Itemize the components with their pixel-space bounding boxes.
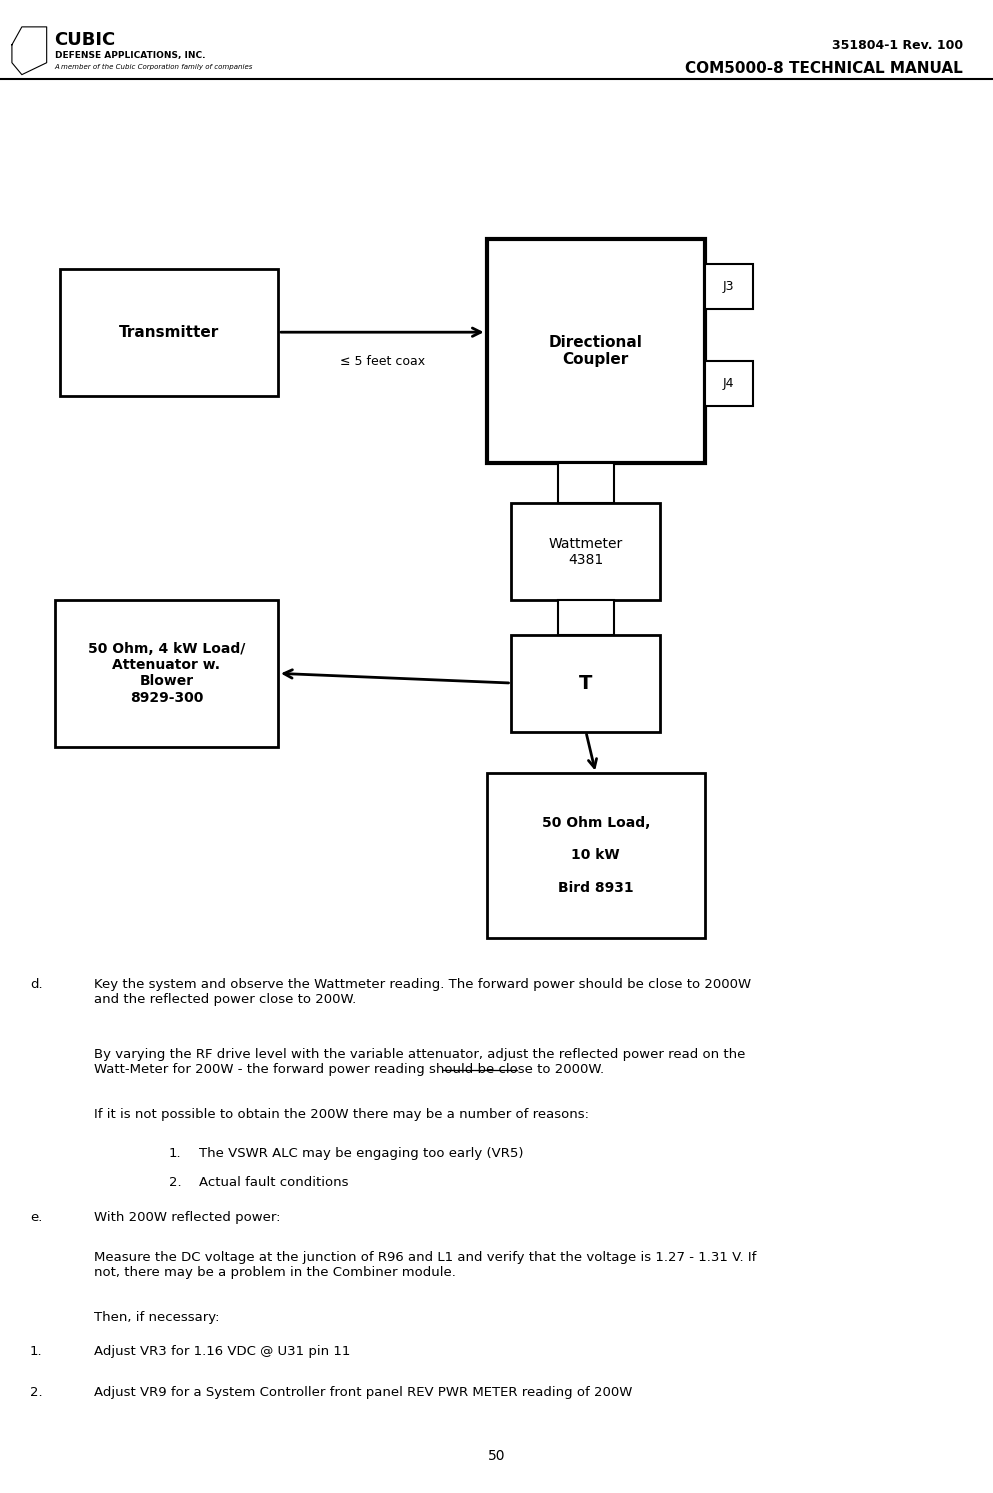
Text: With 200W reflected power:: With 200W reflected power: xyxy=(94,1211,281,1224)
Text: 1.: 1. xyxy=(169,1147,182,1160)
Bar xyxy=(487,773,705,938)
Bar xyxy=(487,239,705,463)
Text: Adjust VR3 for 1.16 VDC @ U31 pin 11: Adjust VR3 for 1.16 VDC @ U31 pin 11 xyxy=(94,1345,351,1359)
Text: J3: J3 xyxy=(723,281,735,293)
Bar xyxy=(558,600,614,635)
Text: 50: 50 xyxy=(488,1448,505,1463)
Text: ≤ 5 feet coax: ≤ 5 feet coax xyxy=(340,355,425,367)
Text: If it is not possible to obtain the 200W there may be a number of reasons:: If it is not possible to obtain the 200W… xyxy=(94,1108,589,1121)
Text: Transmitter: Transmitter xyxy=(119,324,218,340)
Bar xyxy=(705,264,753,309)
Text: d.: d. xyxy=(30,978,43,991)
Text: Adjust VR9 for a System Controller front panel REV PWR METER reading of 200W: Adjust VR9 for a System Controller front… xyxy=(94,1386,633,1399)
Text: Measure the DC voltage at the junction of R96 and L1 and verify that the voltage: Measure the DC voltage at the junction o… xyxy=(94,1251,757,1280)
Text: CUBIC: CUBIC xyxy=(55,31,116,49)
Bar xyxy=(511,503,660,600)
Bar xyxy=(60,269,278,396)
Text: The VSWR ALC may be engaging too early (VR5): The VSWR ALC may be engaging too early (… xyxy=(199,1147,523,1160)
Text: Wattmeter
4381: Wattmeter 4381 xyxy=(549,536,623,567)
Text: A member of the Cubic Corporation family of companies: A member of the Cubic Corporation family… xyxy=(55,64,253,70)
Text: T: T xyxy=(579,673,593,693)
Bar xyxy=(558,463,614,503)
Text: COM5000-8 TECHNICAL MANUAL: COM5000-8 TECHNICAL MANUAL xyxy=(685,61,963,76)
Text: 50 Ohm, 4 kW Load/
Attenuator w.
Blower
8929-300: 50 Ohm, 4 kW Load/ Attenuator w. Blower … xyxy=(87,642,245,705)
Text: J4: J4 xyxy=(723,378,735,390)
Text: By varying the RF drive level with the variable attenuator, adjust the reflected: By varying the RF drive level with the v… xyxy=(94,1048,746,1076)
Text: e.: e. xyxy=(30,1211,42,1224)
Text: Key the system and observe the Wattmeter reading. The forward power should be cl: Key the system and observe the Wattmeter… xyxy=(94,978,752,1006)
Text: 50 Ohm Load,

10 kW

Bird 8931: 50 Ohm Load, 10 kW Bird 8931 xyxy=(541,817,650,894)
Text: 351804-1 Rev. 100: 351804-1 Rev. 100 xyxy=(832,39,963,52)
Bar xyxy=(511,635,660,732)
Bar xyxy=(705,361,753,406)
Text: DEFENSE APPLICATIONS, INC.: DEFENSE APPLICATIONS, INC. xyxy=(55,51,206,60)
Text: Then, if necessary:: Then, if necessary: xyxy=(94,1311,219,1324)
Text: 2.: 2. xyxy=(169,1176,182,1190)
Text: Actual fault conditions: Actual fault conditions xyxy=(199,1176,349,1190)
Text: 1.: 1. xyxy=(30,1345,43,1359)
Bar xyxy=(55,600,278,746)
Text: 2.: 2. xyxy=(30,1386,43,1399)
Text: Directional
Coupler: Directional Coupler xyxy=(549,334,642,367)
